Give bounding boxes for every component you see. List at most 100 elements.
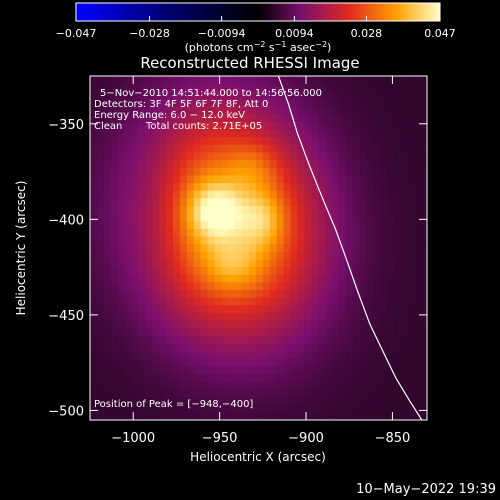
heatmap-cell <box>214 152 222 161</box>
heatmap-cell <box>145 121 153 131</box>
heatmap-cell <box>179 129 188 138</box>
heatmap-cell <box>235 213 243 222</box>
heatmap-cell <box>152 160 160 169</box>
heatmap-cell <box>255 259 264 268</box>
heatmap-cell <box>96 236 105 245</box>
heatmap-cell <box>152 76 160 85</box>
heatmap-cell <box>269 144 278 154</box>
heatmap-cell <box>421 381 427 391</box>
heatmap-cell <box>214 251 222 261</box>
heatmap-cell <box>352 198 361 207</box>
heatmap-cell <box>242 305 250 314</box>
heatmap-cell <box>352 228 361 238</box>
heatmap-cell <box>380 175 388 184</box>
heatmap-cell <box>387 244 395 253</box>
heatmap-cell <box>290 282 298 291</box>
heatmap-cell <box>421 282 427 291</box>
heatmap-cell <box>380 412 388 420</box>
heatmap-cell <box>124 121 133 131</box>
heatmap-cell <box>235 381 243 391</box>
heatmap-cell <box>124 297 133 306</box>
heatmap-cell <box>380 76 388 85</box>
heatmap-cell <box>401 190 409 199</box>
heatmap-cell <box>338 160 347 169</box>
heatmap-cell <box>152 312 160 322</box>
heatmap-cell <box>401 228 409 238</box>
heatmap-cell <box>380 320 388 329</box>
heatmap-cell <box>103 228 112 238</box>
heatmap-cell <box>304 190 312 199</box>
heatmap-cell <box>193 98 202 108</box>
heatmap-cell <box>380 91 388 100</box>
heatmap-cell <box>276 389 285 398</box>
heatmap-cell <box>297 389 305 398</box>
heatmap-cell <box>421 190 427 199</box>
heatmap-cell <box>401 305 409 314</box>
heatmap-cell <box>318 167 326 176</box>
heatmap-cell <box>311 404 319 413</box>
heatmap-cell <box>345 328 354 337</box>
heatmap-cell <box>228 320 236 329</box>
heatmap-cell <box>159 144 167 154</box>
heatmap-cell <box>214 404 222 413</box>
heatmap-cell <box>193 228 202 238</box>
heatmap-cell <box>124 389 133 398</box>
heatmap-cell <box>276 320 285 329</box>
heatmap-cell <box>159 213 167 222</box>
heatmap-cell <box>311 83 319 92</box>
heatmap-cell <box>359 328 368 337</box>
heatmap-cell <box>96 259 105 268</box>
heatmap-cell <box>325 183 333 192</box>
heatmap-cell <box>221 320 229 329</box>
heatmap-cell <box>90 267 98 276</box>
heatmap-cell <box>304 290 312 299</box>
heatmap-cell <box>304 76 312 85</box>
heatmap-cell <box>338 167 347 176</box>
heatmap-cell <box>380 290 388 299</box>
heatmap-cell <box>290 381 298 391</box>
heatmap-cell <box>366 389 375 398</box>
heatmap-cell <box>221 328 229 337</box>
heatmap-cell <box>228 83 236 92</box>
heatmap-cell <box>235 282 243 291</box>
heatmap-cell <box>338 251 347 261</box>
heatmap-cell <box>407 205 416 215</box>
heatmap-cell <box>166 404 174 413</box>
heatmap-cell <box>172 106 181 115</box>
heatmap-cell <box>96 358 105 368</box>
heatmap-cell <box>414 320 423 329</box>
heatmap-cell <box>166 213 174 222</box>
heatmap-cell <box>311 320 319 329</box>
heatmap-cell <box>207 305 216 314</box>
heatmap-cell <box>90 183 98 192</box>
heatmap-cell <box>124 167 133 176</box>
heatmap-cell <box>248 397 257 406</box>
heatmap-cell <box>387 297 395 306</box>
heatmap-cell <box>96 152 105 161</box>
heatmap-cell <box>366 282 375 291</box>
heatmap-cell <box>110 374 119 383</box>
heatmap-cell <box>110 228 119 238</box>
heatmap-cell <box>255 374 264 383</box>
heatmap-cell <box>96 190 105 199</box>
heatmap-cell <box>166 282 174 291</box>
heatmap-image <box>90 76 427 420</box>
heatmap-cell <box>207 404 216 413</box>
heatmap-cell <box>290 98 298 108</box>
heatmap-cell <box>366 381 375 391</box>
heatmap-cell <box>325 205 333 215</box>
heatmap-cell <box>352 290 361 299</box>
heatmap-cell <box>387 389 395 398</box>
heatmap-cell <box>235 305 243 314</box>
heatmap-cell <box>262 183 271 192</box>
heatmap-cell <box>380 274 388 283</box>
colorbar-tick-label: −0.047 <box>56 27 97 40</box>
heatmap-cell <box>262 335 271 345</box>
heatmap-cell <box>352 328 361 337</box>
heatmap-cell <box>242 167 250 176</box>
heatmap-cell <box>407 228 416 238</box>
heatmap-cell <box>179 183 188 192</box>
heatmap-cell <box>394 167 402 176</box>
heatmap-cell <box>200 76 209 85</box>
heatmap-cell <box>311 412 319 420</box>
